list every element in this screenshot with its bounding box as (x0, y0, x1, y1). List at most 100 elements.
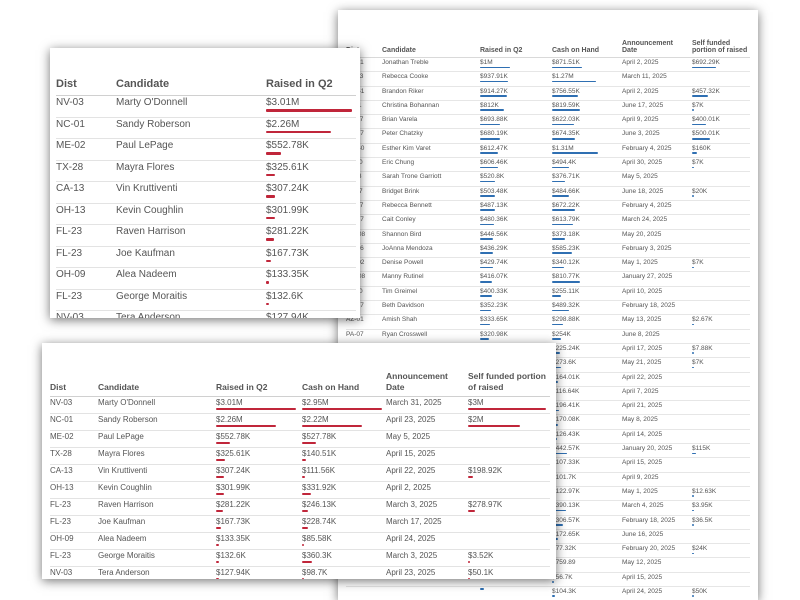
cell-raised-value: $400.33K (480, 287, 508, 295)
table-row[interactable]: IA-01Christina Bohannan$812K$819.59KJune… (346, 100, 750, 116)
cell-raised-bar (216, 510, 224, 512)
cell-candidate: Raven Harrison (98, 498, 216, 516)
table-row[interactable]: OH-09 Alea Nadeem $133.35K $85.58K April 24,… (50, 532, 550, 550)
table-row[interactable]: CA-13 Vin Kruttiventi $307.24K $111.56K Apri… (50, 464, 550, 482)
header-announcement[interactable]: Announcement Date (386, 353, 468, 397)
header-dist[interactable]: Dist (50, 353, 98, 397)
table-row[interactable]: IA-03Sarah Trone Garriott$520.8K$376.71K… (346, 171, 750, 187)
cell-raised: $520.8K (480, 171, 552, 187)
cell-cash-value: $2.95M (302, 398, 329, 407)
table-row[interactable]: $104.3K April 24, 2025 $50K (346, 586, 750, 600)
cell-announcement: June 18, 2025 (622, 186, 692, 201)
cell-cash-value: $116.64K (552, 387, 580, 395)
table-row[interactable]: CA-41Brandon Riker$914.27K$756.55KApril … (346, 86, 750, 101)
table-row[interactable]: CO-08Manny Rutinel$416.07K$810.77KJanuar… (346, 271, 750, 287)
table-row[interactable]: OH-13 Kevin Coughlin $301.99K (56, 203, 356, 225)
header-self-funded[interactable]: Self funded portion of raised (692, 24, 750, 58)
header-self-funded[interactable]: Self funded portion of raised (468, 353, 550, 397)
cell-raised-bar (266, 281, 270, 284)
table-row[interactable]: NC-01 Sandy Roberson $2.26M (56, 117, 356, 139)
cell-announcement-value: January 20, 2025 (622, 445, 673, 453)
table-row[interactable]: NJ-07Rebecca Bennett$487.13K$672.22KFebr… (346, 200, 750, 216)
header-raised[interactable]: Raised in Q2 (216, 353, 302, 397)
cell-announcement: April 24, 2025 (386, 532, 468, 550)
cell-raised-value: $693.88K (480, 116, 508, 124)
table-row[interactable]: FL-23 Raven Harrison $281.22K $246.13K March… (50, 498, 550, 516)
cell-candidate-value: Eric Chung (382, 159, 415, 167)
table-row[interactable]: ME-02 Paul LePage $552.78K (56, 138, 356, 161)
cell-dist (346, 586, 382, 600)
header-candidate[interactable]: Candidate (116, 62, 266, 96)
cell-announcement: April 15, 2025 (622, 572, 692, 587)
cell-self-funded-bar (692, 452, 696, 455)
cell-cash-value: $585.23K (552, 244, 580, 252)
cell-cash-bar (552, 123, 574, 126)
cell-cash: $126.43K (552, 429, 622, 445)
cell-raised-value: $325.61K (216, 449, 251, 458)
table-row[interactable]: CA-40Esther Kim Varet$612.47K$1.31MFebru… (346, 143, 750, 159)
cell-cash-value: $484.66K (552, 187, 580, 195)
table-row[interactable]: OH-09 Alea Nadeem $133.35K (56, 267, 356, 290)
table-row[interactable]: PA-07 Ryan Crosswell $320.98K $254K June 8, … (346, 329, 750, 344)
header-cash[interactable]: Cash on Hand (302, 353, 386, 397)
cell-announcement-value: March 17, 2025 (386, 517, 442, 526)
cell-announcement-value: April 17, 2025 (622, 344, 663, 352)
header-raised[interactable]: Raised in Q2 (266, 62, 356, 96)
cell-announcement-value: February 18, 2025 (622, 516, 676, 524)
header-announcement[interactable]: Announcement Date (622, 24, 692, 58)
header-candidate[interactable]: Candidate (382, 24, 480, 58)
cell-self-funded-value: $7.88K (692, 344, 713, 352)
cell-raised-value: $301.99K (266, 204, 309, 216)
cell-dist-value: PA-07 (346, 330, 364, 338)
table-row[interactable]: AZ-01 Amish Shah $333.65K $298.88K May 13, 2… (346, 314, 750, 330)
table-row[interactable]: NV-03 Tera Anderson $127.94K $98.7K April 23… (50, 566, 550, 579)
cell-self-funded-value: $50.1K (468, 568, 494, 577)
table-row[interactable]: CA-13 Vin Kruttiventi $307.24K (56, 181, 356, 204)
table-row[interactable]: NV-03 Tera Anderson $127.94K (56, 310, 356, 318)
header-raised[interactable]: Raised in Q2 (480, 24, 552, 58)
table-row[interactable]: ME-02 Paul LePage $552.78K $527.78K May 5, 2… (50, 430, 550, 448)
header-cash[interactable]: Cash on Hand (552, 24, 622, 58)
table-row[interactable]: FL-23 George Moraitis $132.6K $360.3K March … (50, 549, 550, 567)
table-row[interactable]: NC-01 Sandy Roberson $2.26M $2.22M April 23,… (50, 413, 550, 431)
cell-dist: FL-23 (56, 224, 116, 247)
table-row[interactable]: FL-23 Raven Harrison $281.22K (56, 224, 356, 247)
table-row[interactable]: NY-17Beth Davidson$352.23K$489.32KFebrua… (346, 300, 750, 316)
table-row[interactable]: OH-13 Kevin Coughlin $301.99K $331.92K April… (50, 481, 550, 499)
cell-raised: $325.61K (216, 447, 302, 465)
cell-cash: $273.6K (552, 357, 622, 373)
cell-self-funded: $278.97K (468, 498, 550, 516)
cell-cash-value: $56.7K (552, 573, 573, 581)
header-candidate[interactable]: Candidate (98, 353, 216, 397)
cell-dist-value: OH-13 (56, 204, 86, 216)
table-row[interactable]: FL-23 Joe Kaufman $167.73K (56, 246, 356, 268)
table-row[interactable]: NV-03 Marty O'Donnell $3.01M (56, 95, 356, 118)
header-dist[interactable]: Dist (56, 62, 116, 96)
cell-raised-bar (480, 209, 495, 212)
table-row[interactable]: TX-28 Mayra Flores $325.61K (56, 160, 356, 182)
table-row[interactable]: FL-23 Joe Kaufman $167.73K $228.74K March 17… (50, 515, 550, 533)
cell-cash-value: $101.7K (552, 473, 577, 481)
cell-raised-value: $480.36K (480, 216, 508, 224)
cell-self-funded-bar (692, 495, 694, 497)
cell-cash-value: $613.79K (552, 216, 580, 224)
table-row[interactable]: FL-23 George Moraitis $132.6K (56, 289, 356, 311)
cell-raised-value: $2.26M (216, 415, 243, 424)
cell-candidate: Marty O'Donnell (98, 396, 216, 414)
table-row[interactable]: AZ-06JoAnna Mendoza$436.29K$585.23KFebru… (346, 243, 750, 259)
table-row[interactable]: NV-03 Marty O'Donnell $3.01M $2.95M March 31… (50, 396, 550, 414)
cell-announcement-value: February 4, 2025 (622, 201, 672, 209)
cell-dist-value: FL-23 (56, 247, 83, 259)
cell-cash-value: $98.7K (302, 568, 328, 577)
table-row[interactable]: TX-28 Mayra Flores $325.61K $140.51K April 1… (50, 447, 550, 465)
